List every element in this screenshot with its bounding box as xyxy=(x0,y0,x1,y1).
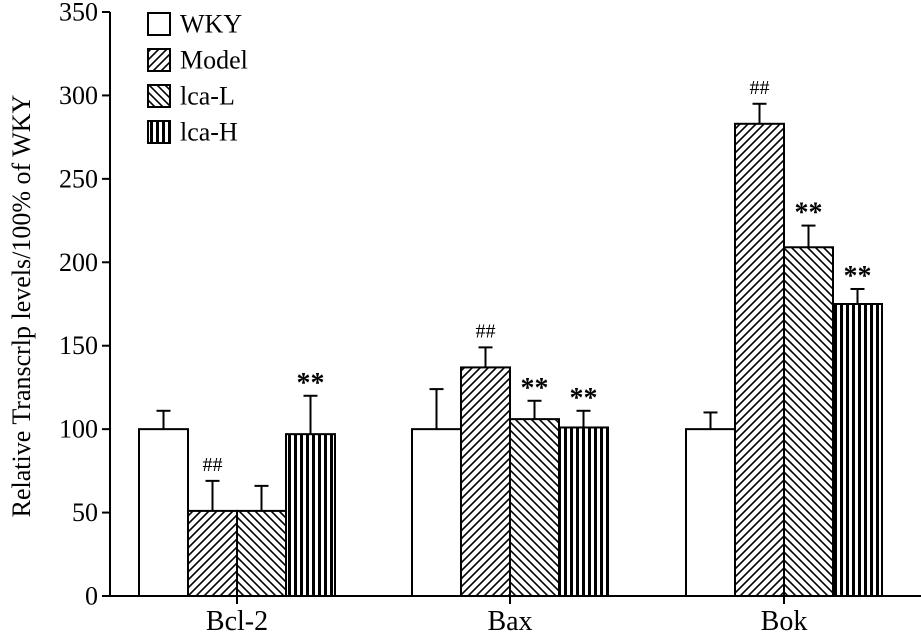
significance-label: ** xyxy=(795,198,823,229)
significance-label: ** xyxy=(521,373,549,404)
y-tick-label: 50 xyxy=(72,498,98,527)
bar xyxy=(832,303,883,597)
x-tick-label: Bax xyxy=(487,606,532,637)
y-tick-label: 300 xyxy=(59,81,98,110)
bar xyxy=(236,509,287,598)
bar xyxy=(460,366,511,597)
legend-swatch xyxy=(147,120,171,144)
significance-label: ## xyxy=(750,77,770,99)
bar xyxy=(138,428,189,597)
y-tick-label: 0 xyxy=(85,582,98,611)
y-tick-label: 250 xyxy=(59,164,98,193)
bar xyxy=(509,418,560,598)
y-tick-label: 150 xyxy=(59,331,98,360)
plot-area: 0 50 100 150 200 250 300 350 Bcl-2 ## ** Bax ## ** ** B… xyxy=(59,0,921,637)
bar xyxy=(685,428,736,597)
y-tick-label: 350 xyxy=(59,0,98,27)
legend: WKY Model lca-L lca-H xyxy=(147,10,248,147)
bar xyxy=(558,426,609,597)
x-tick-label: Bcl-2 xyxy=(206,606,268,637)
legend-label: lca-H xyxy=(180,118,238,147)
legend-label: WKY xyxy=(180,10,242,39)
significance-label: ## xyxy=(476,320,496,342)
y-tick-label: 100 xyxy=(59,415,98,444)
legend-label: Model xyxy=(180,46,248,75)
y-tick-label: 200 xyxy=(59,248,98,277)
bar xyxy=(411,428,462,597)
significance-label: ** xyxy=(844,261,872,292)
y-axis-label: Relative Transcrlp levels/100% of WKY xyxy=(7,94,36,517)
significance-label: ## xyxy=(203,454,223,476)
legend-swatch xyxy=(147,48,171,72)
legend-swatch xyxy=(147,12,171,36)
significance-label: ** xyxy=(297,368,325,399)
bar xyxy=(734,122,785,598)
bar xyxy=(783,246,834,597)
bar xyxy=(285,433,336,597)
bar xyxy=(187,509,238,598)
x-tick-label: Bok xyxy=(761,606,808,637)
legend-swatch xyxy=(147,84,171,108)
legend-label: lca-L xyxy=(180,82,235,111)
significance-label: ** xyxy=(570,383,598,414)
